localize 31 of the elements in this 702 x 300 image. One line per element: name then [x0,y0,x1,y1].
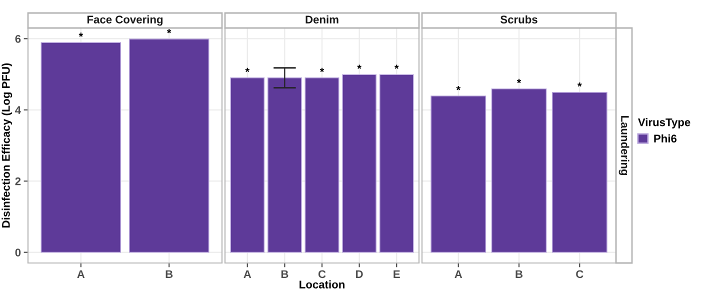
x-tick-label: B [281,270,288,278]
y-axis-title: Disinfection Efficacy (Log PFU) [2,63,12,228]
x-tick-label: A [454,270,462,278]
x-tick-label: A [244,270,252,278]
y-tick-label: 2 [15,177,21,186]
annotation: * [456,86,461,90]
chart-title: Denim [306,15,338,24]
legend-label: Phi6 [654,134,677,143]
annotation: * [577,82,582,87]
x-tick-label: D [356,270,363,278]
x-axis-title: Location [300,280,344,288]
chart-title: Scrubs [500,15,538,24]
annotation: * [320,68,324,72]
y-tick-label: 6 [15,34,21,43]
annotation: * [245,68,250,72]
annotation: * [394,64,399,69]
x-tick-label: C [576,270,584,278]
y-tick-label: 4 [15,106,21,114]
legend-title: VirusType [638,118,690,128]
annotation: * [166,29,172,34]
y-tick-label: 0 [15,248,21,256]
x-tick-label: B [516,270,523,278]
x-tick-label: E [394,270,400,278]
chart-title: Face Covering [87,15,163,26]
x-tick-label: A [77,270,85,278]
annotation: * [357,64,362,69]
x-tick-label: B [166,270,173,278]
annotation: * [78,32,84,37]
annotation: * [516,78,522,84]
x-tick-label: C [318,270,326,278]
text: Laundering [618,116,630,176]
